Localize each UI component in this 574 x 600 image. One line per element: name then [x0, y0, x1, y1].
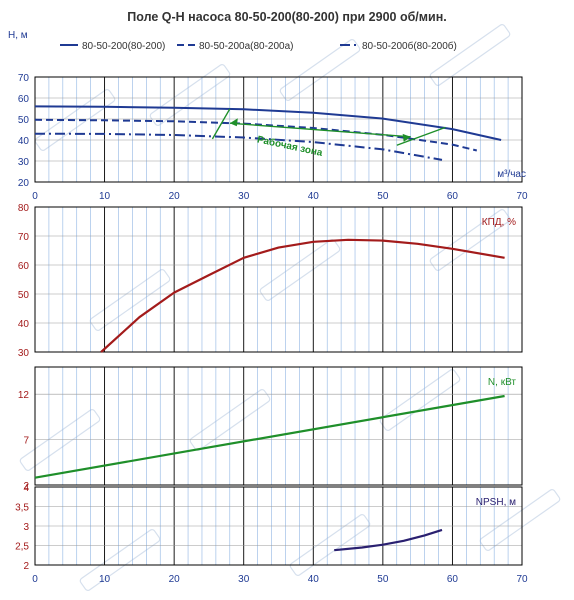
y-tick-label: 50 [18, 115, 30, 126]
watermark-frame [479, 489, 561, 551]
y-tick-label: 30 [18, 348, 30, 359]
legend-label: 80-50-200а(80-200а) [199, 41, 294, 52]
panel-npsh: 2 2,5 3 3,5 4 NPSH, м 0 10 20 30 40 50 60 70 [15, 483, 528, 585]
watermark-stamp [429, 209, 511, 271]
series-line-efficiency [100, 238, 505, 353]
watermark-frame [379, 369, 461, 431]
watermark-stamp [429, 24, 511, 86]
legend-label: 80-50-200(80-200) [82, 41, 165, 52]
panel-q-h: 20 30 40 50 60 70 H, м м³/час 0 10 20 30 40 50 60 70 80-… [8, 30, 528, 202]
y-tick-label: 30 [18, 157, 30, 168]
y-tick-label: 60 [18, 261, 30, 272]
watermark-stamp [289, 514, 371, 576]
x-tick-label: 20 [169, 191, 181, 202]
watermark-stamp [149, 64, 231, 126]
x-axis-unit-label: м³/час [497, 169, 526, 180]
panel-frame [34, 76, 523, 183]
x-tick-label: 10 [99, 574, 111, 585]
x-tick-label: 60 [447, 191, 459, 202]
x-tick-label: 70 [516, 191, 528, 202]
y-tick-label: 2,5 [15, 542, 29, 553]
watermark-frame [429, 24, 511, 86]
x-tick-label: 30 [238, 191, 250, 202]
y-tick-label: 40 [18, 136, 30, 147]
panel-power: 2 7 12 N, кВт [18, 366, 523, 492]
y-tick-label: 4 [23, 483, 29, 494]
work-zone-arrowhead-left [229, 118, 238, 127]
y-tick-label: 70 [18, 232, 30, 243]
watermark-frame [79, 529, 161, 591]
watermark-frame [259, 239, 341, 301]
x-tick-label: 70 [516, 574, 528, 585]
y-tick-label: 2 [23, 561, 29, 572]
x-tick-label: 40 [308, 191, 320, 202]
panel-frame [34, 486, 523, 566]
watermark-frame [19, 409, 101, 471]
panel-frame [34, 366, 523, 486]
legend-label: 80-50-200б(80-200б) [362, 40, 457, 52]
x-tick-label: 60 [447, 574, 459, 585]
panel-frame [34, 206, 523, 353]
x-tick-label: 30 [238, 574, 250, 585]
work-zone-left-bound [211, 108, 231, 140]
y-tick-label: 80 [18, 203, 30, 214]
x-tick-label: 0 [32, 191, 38, 202]
watermark-stamp [259, 239, 341, 301]
watermark-stamp [19, 409, 101, 471]
watermark-stamp [479, 489, 561, 551]
y-tick-label: 7 [23, 436, 29, 447]
y-tick-label: 20 [18, 178, 30, 189]
work-zone-arrow [229, 122, 411, 138]
watermark-frame [149, 64, 231, 126]
y-axis-label: H, м [8, 30, 28, 41]
chart-title: Поле Q-H насоса 80-50-200(80-200) при 29… [127, 10, 446, 24]
x-tick-label: 40 [308, 574, 320, 585]
series-line-npsh [334, 528, 443, 552]
x-tick-label: 0 [32, 574, 38, 585]
y-tick-label: 50 [18, 290, 30, 301]
y-tick-label: 3,5 [15, 503, 29, 514]
series-line-dash [34, 118, 478, 152]
watermark-frame [279, 39, 361, 101]
watermark-stamp [379, 369, 461, 431]
y-tick-label: 70 [18, 73, 30, 84]
y-tick-label: 2 [23, 481, 29, 492]
series-line-solid [34, 105, 502, 141]
watermark-stamp [34, 89, 116, 151]
work-zone-right-bound [396, 126, 446, 146]
work-zone-arrowhead-right [402, 133, 411, 142]
x-tick-label: 10 [99, 191, 111, 202]
series-line-dashdot [34, 132, 443, 161]
watermark-stamp [279, 39, 361, 101]
x-tick-label: 20 [169, 574, 181, 585]
series-line-power [34, 394, 505, 479]
panel-efficiency: 30 40 50 60 70 80 КПД, % [18, 203, 523, 359]
y-tick-label: 12 [18, 390, 30, 401]
panel-label-efficiency: КПД, % [482, 217, 516, 228]
work-zone-label: Рабочая зона [256, 133, 324, 159]
watermark-stamp [79, 529, 161, 591]
x-tick-label: 50 [377, 574, 389, 585]
y-tick-label: 60 [18, 94, 30, 105]
panel-label-npsh: NPSH, м [476, 497, 516, 508]
watermark-frame [89, 269, 171, 331]
watermark-frame [34, 89, 116, 151]
watermark-frame [429, 209, 511, 271]
watermark-stamp [89, 269, 171, 331]
y-tick-label: 3 [23, 522, 29, 533]
y-tick-label: 40 [18, 319, 30, 330]
x-tick-label: 50 [377, 191, 389, 202]
panel-label-power: N, кВт [488, 377, 516, 388]
watermark-frame [289, 514, 371, 576]
